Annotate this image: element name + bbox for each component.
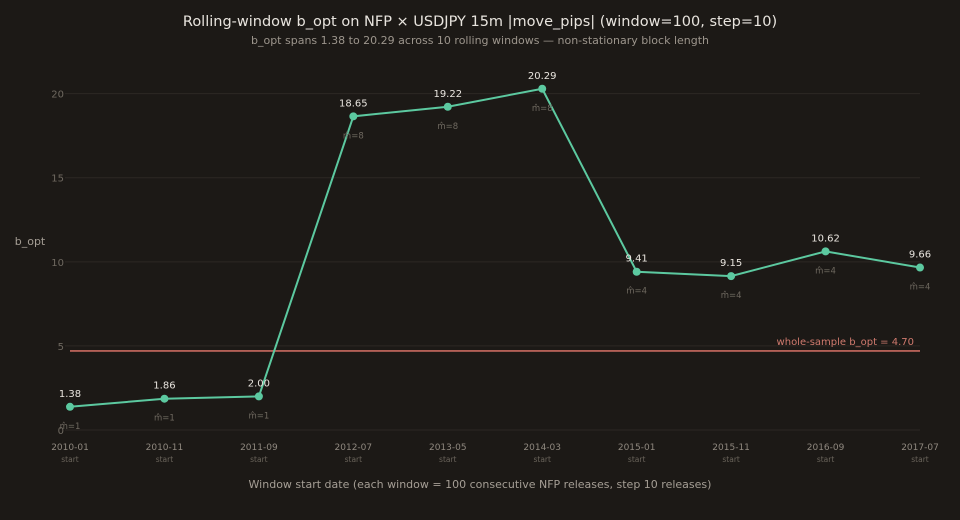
x-tick-label: 2010-01	[51, 443, 89, 453]
x-tick-sublabel: start	[439, 455, 457, 464]
y-tick-label: 5	[58, 342, 64, 353]
x-tick-sublabel: start	[628, 455, 646, 464]
m-hat-label: m̂=4	[626, 286, 647, 297]
data-value-label: 1.86	[153, 381, 175, 392]
x-tick-labels: 2010-01 start 2010-11 start 2011-09 start 2012…	[51, 443, 939, 464]
m-hat-label: m̂=8	[343, 130, 364, 141]
m-hat-label: m̂=4	[815, 265, 836, 276]
m-hat-label: m̂=1	[248, 410, 269, 421]
reference-line-group: whole-sample b_opt = 4.70	[70, 337, 920, 352]
data-point	[160, 394, 169, 403]
data-value-label: 18.65	[339, 98, 368, 109]
chart-title: Rolling-window b_opt on NFP × USDJPY 15m…	[183, 14, 777, 30]
x-tick-label: 2012-07	[335, 443, 373, 453]
y-axis-label: b_opt	[15, 235, 46, 248]
x-tick-sublabel: start	[61, 455, 79, 464]
data-value-label: 10.62	[811, 233, 840, 244]
data-value-label: 19.22	[433, 89, 462, 100]
data-point	[254, 392, 263, 401]
x-tick-label: 2010-11	[146, 443, 184, 453]
x-tick-label: 2013-05	[429, 443, 467, 453]
data-point	[538, 84, 547, 93]
series-line	[69, 87, 921, 408]
m-hat-label: m̂=1	[60, 421, 81, 432]
data-value-label: 20.29	[528, 71, 557, 82]
data-value-label: 9.41	[626, 254, 648, 265]
x-tick-sublabel: start	[817, 455, 835, 464]
data-value-label: 9.66	[909, 250, 931, 261]
data-point	[66, 402, 74, 411]
y-tick-label: 20	[51, 90, 64, 101]
m-hat-label: m̂=8	[437, 121, 458, 132]
x-tick-sublabel: start	[533, 455, 551, 464]
y-tick-labels: 0 5 10 15 20	[51, 90, 64, 437]
x-tick-sublabel: start	[156, 455, 174, 464]
x-tick-label: 2017-07	[901, 443, 939, 453]
x-tick-label: 2011-09	[240, 443, 278, 453]
y-tick-label: 0	[58, 426, 64, 437]
chart-subtitle: b_opt spans 1.38 to 20.29 across 10 roll…	[251, 34, 709, 47]
m-hat-label: m̂=4	[910, 282, 931, 293]
x-tick-sublabel: start	[911, 455, 929, 464]
x-tick-label: 2014-03	[523, 443, 561, 453]
reference-line-label: whole-sample b_opt = 4.70	[777, 337, 914, 348]
m-hat-label: m̂=1	[154, 413, 175, 424]
grid-lines	[65, 93, 920, 431]
x-tick-label: 2015-01	[618, 443, 656, 453]
m-hat-label: m̂=8	[532, 103, 553, 114]
data-point	[443, 102, 452, 111]
x-tick-label: 2015-11	[712, 443, 750, 453]
x-tick-sublabel: start	[250, 455, 268, 464]
data-value-label: 2.00	[248, 378, 270, 389]
m-hat-label: m̂=4	[721, 290, 742, 301]
data-point	[916, 263, 924, 272]
data-value-label: 1.38	[59, 389, 81, 400]
data-point	[821, 247, 830, 256]
data-point	[632, 267, 641, 276]
y-tick-label: 15	[51, 174, 64, 185]
data-value-label: 9.15	[720, 258, 742, 269]
x-tick-sublabel: start	[722, 455, 740, 464]
x-tick-label: 2016-09	[807, 443, 845, 453]
series-line-group: 1.38 m̂=1 1.86 m̂=1 2.00 m̂=1 18.65 m̂=8 19.22 m̂…	[59, 71, 931, 432]
y-tick-label: 10	[51, 258, 64, 269]
x-tick-sublabel: start	[345, 455, 363, 464]
x-axis-label: Window start date (each window = 100 con…	[249, 478, 712, 491]
data-point	[349, 112, 358, 121]
data-point	[727, 272, 736, 281]
